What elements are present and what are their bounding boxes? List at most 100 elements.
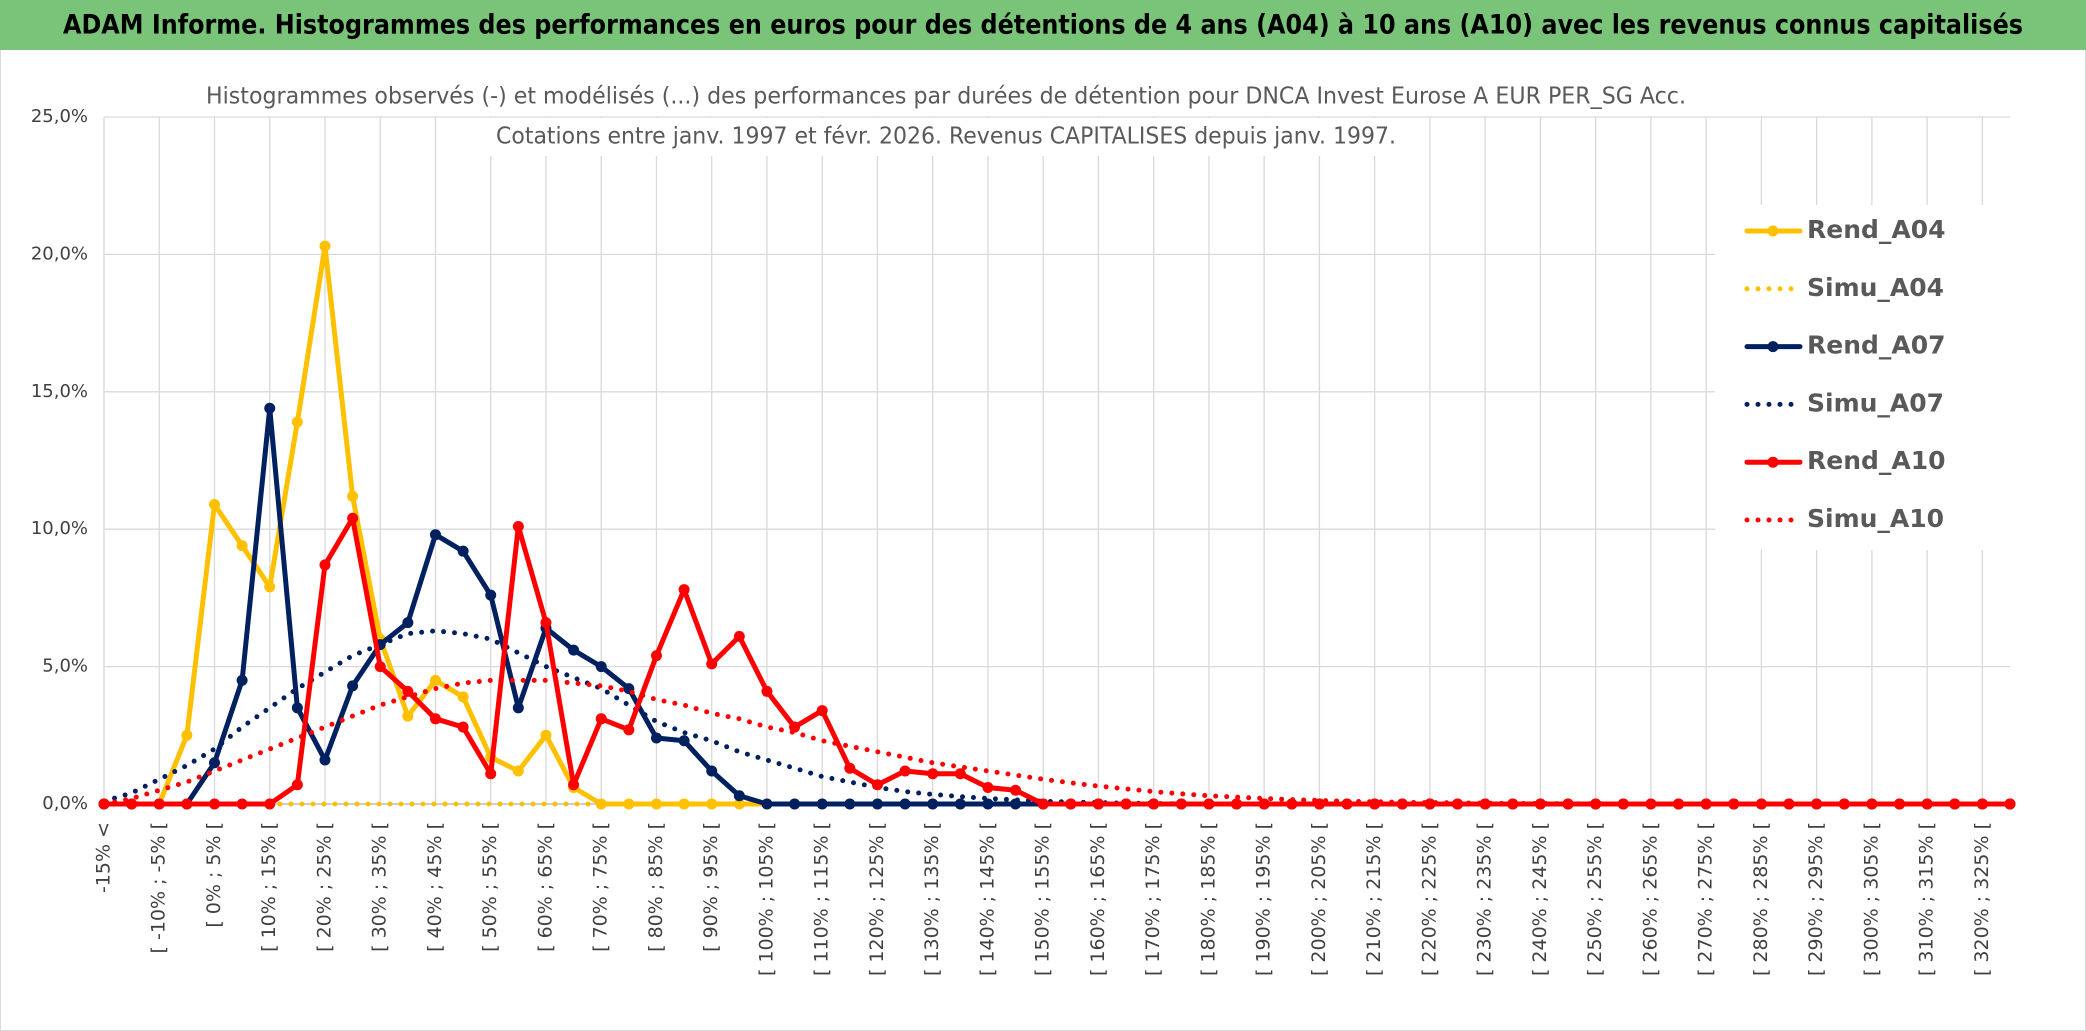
x-tick-label: [ 100% ; 105% [ — [755, 822, 777, 976]
point — [1424, 798, 1436, 810]
point — [1258, 798, 1270, 810]
point — [844, 798, 856, 810]
point — [1065, 798, 1077, 810]
point — [291, 779, 303, 791]
y-tick-label: 0,0% — [42, 793, 88, 814]
point — [1286, 798, 1298, 810]
point — [789, 798, 801, 810]
point — [429, 529, 441, 541]
point — [402, 710, 414, 722]
plot-area: -15% < [ -10% ; -5% [[ 0% ; 5% [[ 10% ; 1… — [31, 106, 2016, 976]
point — [402, 617, 414, 629]
point — [374, 661, 386, 673]
point — [706, 765, 718, 777]
point — [236, 540, 248, 552]
point — [429, 674, 441, 686]
point — [319, 559, 331, 571]
y-tick-label: 10,0% — [31, 518, 88, 539]
point — [1203, 798, 1215, 810]
point — [733, 798, 745, 810]
x-tick-label: [ 150% ; 155% [ — [1032, 822, 1054, 976]
point — [264, 798, 276, 810]
point — [1231, 798, 1243, 810]
x-tick-label: [ 30% ; 35% [ — [369, 822, 391, 952]
legend: Rend_A04 Simu_A04 Rend_A07 Simu_A07 Rend_A10… — [1744, 215, 1946, 533]
x-tick-label: [ 230% ; 235% [ — [1474, 822, 1496, 976]
point — [678, 735, 690, 747]
point — [927, 798, 939, 810]
point — [181, 729, 193, 741]
point — [485, 589, 497, 601]
x-tick-label: [ 240% ; 245% [ — [1529, 822, 1551, 976]
x-tick-label: [ 130% ; 135% [ — [921, 822, 943, 976]
point — [1976, 798, 1988, 810]
legend-marker — [1767, 225, 1779, 237]
point — [153, 798, 165, 810]
point — [650, 650, 662, 662]
point — [733, 790, 745, 802]
x-tick-label: [ 270% ; 275% [ — [1695, 822, 1717, 976]
point — [761, 685, 773, 697]
point — [733, 630, 745, 642]
y-tick-label: 20,0% — [31, 243, 88, 264]
legend-label: Simu_A04 — [1807, 273, 1944, 302]
chart-title: ADAM Informe. Histogrammes des performan… — [63, 10, 2023, 41]
point — [1921, 798, 1933, 810]
point — [540, 617, 552, 629]
point — [319, 754, 331, 766]
point — [1148, 798, 1160, 810]
x-tick-label: [ 190% ; 195% [ — [1253, 822, 1275, 976]
x-tick-label: [ 220% ; 225% [ — [1418, 822, 1440, 976]
point — [1120, 798, 1132, 810]
point — [816, 705, 828, 717]
x-tick-label: [ 20% ; 25% [ — [313, 822, 335, 952]
x-tick-label: [ 80% ; 85% [ — [645, 822, 667, 952]
point — [457, 721, 469, 733]
point — [678, 584, 690, 596]
x-tick-label: [ 10% ; 15% [ — [258, 822, 280, 952]
y-tick-label: 15,0% — [31, 381, 88, 402]
legend-label: Simu_A10 — [1807, 504, 1944, 533]
point — [347, 490, 359, 502]
point — [706, 658, 718, 670]
point — [568, 644, 580, 656]
point — [1590, 798, 1602, 810]
point — [595, 713, 607, 725]
point — [1700, 798, 1712, 810]
legend-marker — [1767, 341, 1779, 353]
point — [347, 512, 359, 524]
legend-label: Rend_A04 — [1807, 215, 1946, 244]
point — [457, 691, 469, 703]
point — [1645, 798, 1657, 810]
x-tick-label: [ 50% ; 55% [ — [479, 822, 501, 952]
point — [1479, 798, 1491, 810]
legend-label: Rend_A10 — [1807, 446, 1946, 475]
point — [844, 762, 856, 774]
point — [512, 765, 524, 777]
point — [208, 757, 220, 769]
observed-line — [101, 515, 2013, 807]
x-tick-label: [ 250% ; 255% [ — [1584, 822, 1606, 976]
point — [264, 581, 276, 593]
point — [871, 779, 883, 791]
subtitle-bg — [200, 78, 1690, 116]
point — [319, 240, 331, 252]
point — [623, 798, 635, 810]
point — [954, 768, 966, 780]
point — [402, 685, 414, 697]
point — [181, 798, 193, 810]
point — [568, 779, 580, 791]
point — [899, 798, 911, 810]
point — [208, 798, 220, 810]
y-tick-label: 5,0% — [42, 656, 88, 677]
point — [1037, 798, 1049, 810]
point — [650, 732, 662, 744]
point — [236, 798, 248, 810]
point — [761, 798, 773, 810]
legend-label: Simu_A07 — [1807, 388, 1944, 417]
point — [347, 680, 359, 692]
point — [1534, 798, 1546, 810]
chart-subtitle: Cotations entre janv. 1997 et févr. 2026… — [496, 124, 1396, 150]
